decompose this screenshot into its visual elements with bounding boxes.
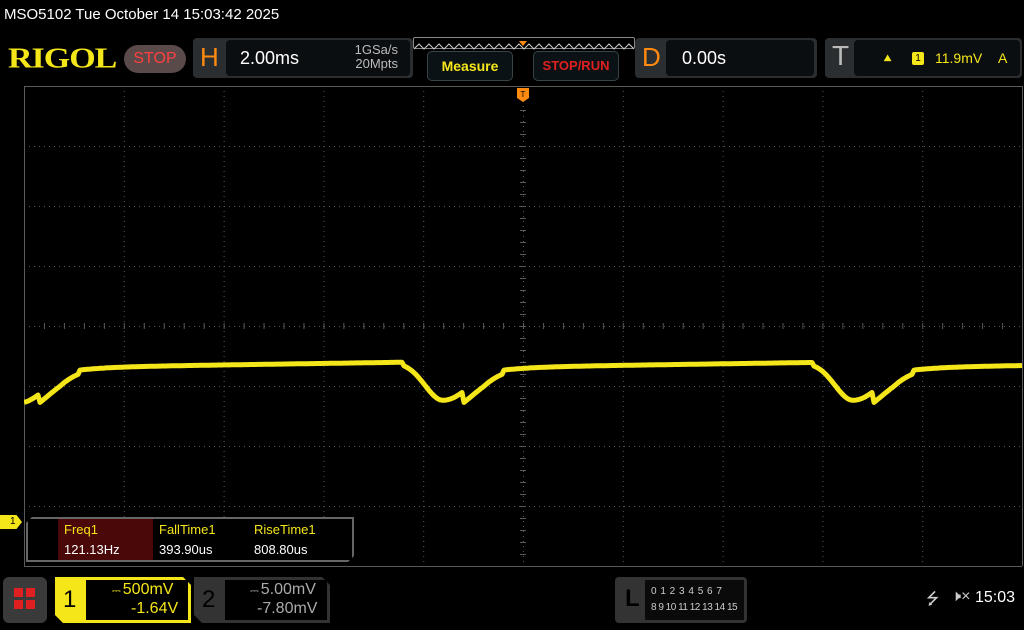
- dc-coupling-icon: ⎓: [250, 585, 259, 597]
- sample-rate: 1GSa/s: [354, 42, 398, 57]
- channel-2-info: [225, 580, 327, 620]
- grid-menu-icon: [14, 588, 35, 609]
- measurement-label: FallTime1: [159, 522, 216, 537]
- channel-1-trace: [24, 359, 1023, 405]
- trigger-level: 11.9mV: [935, 50, 983, 66]
- channel-1-info: [86, 580, 188, 620]
- trigger-inner: [854, 40, 1020, 76]
- channel-2-scale: ⎓ 5.00mV: [250, 581, 316, 599]
- clock: 15:03: [975, 589, 1016, 606]
- navigation-menu-button[interactable]: [3, 577, 47, 623]
- horizontal-label: H: [200, 42, 219, 72]
- delay-value: 0.00s: [682, 48, 727, 68]
- trigger-source: 1: [912, 52, 924, 65]
- measure-button[interactable]: Measure: [427, 51, 513, 81]
- acquisition-info: 1GSa/s 20Mpts: [330, 43, 398, 71]
- stop-run-button[interactable]: STOP/RUN: [533, 51, 619, 81]
- waveform-display[interactable]: [24, 86, 1023, 567]
- logic-label: L: [625, 585, 640, 612]
- logic-channels-row-1: 0 1 2 3 4 5 6 7: [651, 586, 722, 597]
- memory-position-ruler: [413, 37, 635, 50]
- scale-value: 500mV: [122, 581, 174, 598]
- svg-text:T: T: [521, 90, 526, 99]
- measurement-value: 393.90us: [159, 542, 213, 557]
- rising-edge-icon: ⯅: [882, 50, 894, 66]
- rigol-logo: RIGOL: [8, 42, 117, 75]
- horizontal-inner: [226, 40, 410, 76]
- delay-label: D: [642, 42, 661, 72]
- channel-1-number: 1: [63, 586, 77, 613]
- scale-value: 5.00mV: [260, 581, 316, 598]
- graticule: [24, 86, 1023, 567]
- measurement-falltime[interactable]: FallTime1 393.90us: [153, 519, 248, 560]
- channel-1-offset: -1.64V: [131, 600, 179, 617]
- channel-1-offset-marker[interactable]: 1: [0, 515, 22, 529]
- memory-depth: 20Mpts: [355, 56, 398, 71]
- channel-1-scale: ⎓ 500mV: [112, 581, 173, 599]
- measurement-label: Freq1: [64, 522, 98, 537]
- measurement-freq[interactable]: Freq1 121.13Hz: [58, 519, 153, 560]
- measurement-label: RiseTime1: [254, 522, 316, 537]
- channel-2-offset: -7.80mV: [257, 600, 318, 617]
- measurement-risetime[interactable]: RiseTime1 808.80us: [248, 519, 343, 560]
- trigger-label: T: [832, 40, 850, 71]
- delay-inner: [666, 40, 814, 76]
- logic-channels: [645, 580, 744, 620]
- measurement-value: 121.13Hz: [64, 542, 120, 557]
- trigger-mode: A: [998, 50, 1008, 66]
- channel-2-number: 2: [202, 586, 216, 613]
- title-bar: MSO5102 Tue October 14 15:03:42 2025: [4, 6, 280, 23]
- waveform-overview-icon: [413, 41, 635, 50]
- speaker-muted-icon[interactable]: 🕨×: [951, 588, 971, 605]
- measurement-value: 808.80us: [254, 542, 308, 557]
- logic-channels-row-2: 8 9 10 11 12 13 14 15: [651, 602, 738, 613]
- timebase-value: 2.00ms: [240, 48, 300, 68]
- dc-coupling-icon: ⎓: [112, 585, 121, 597]
- run-state-badge[interactable]: STOP: [124, 45, 186, 73]
- measurement-panel: Freq1 121.13Hz FallTime1 393.90us RiseTime…: [26, 517, 354, 562]
- trigger-position-marker[interactable]: T: [517, 88, 529, 108]
- usb-icon: ⭍: [926, 591, 940, 608]
